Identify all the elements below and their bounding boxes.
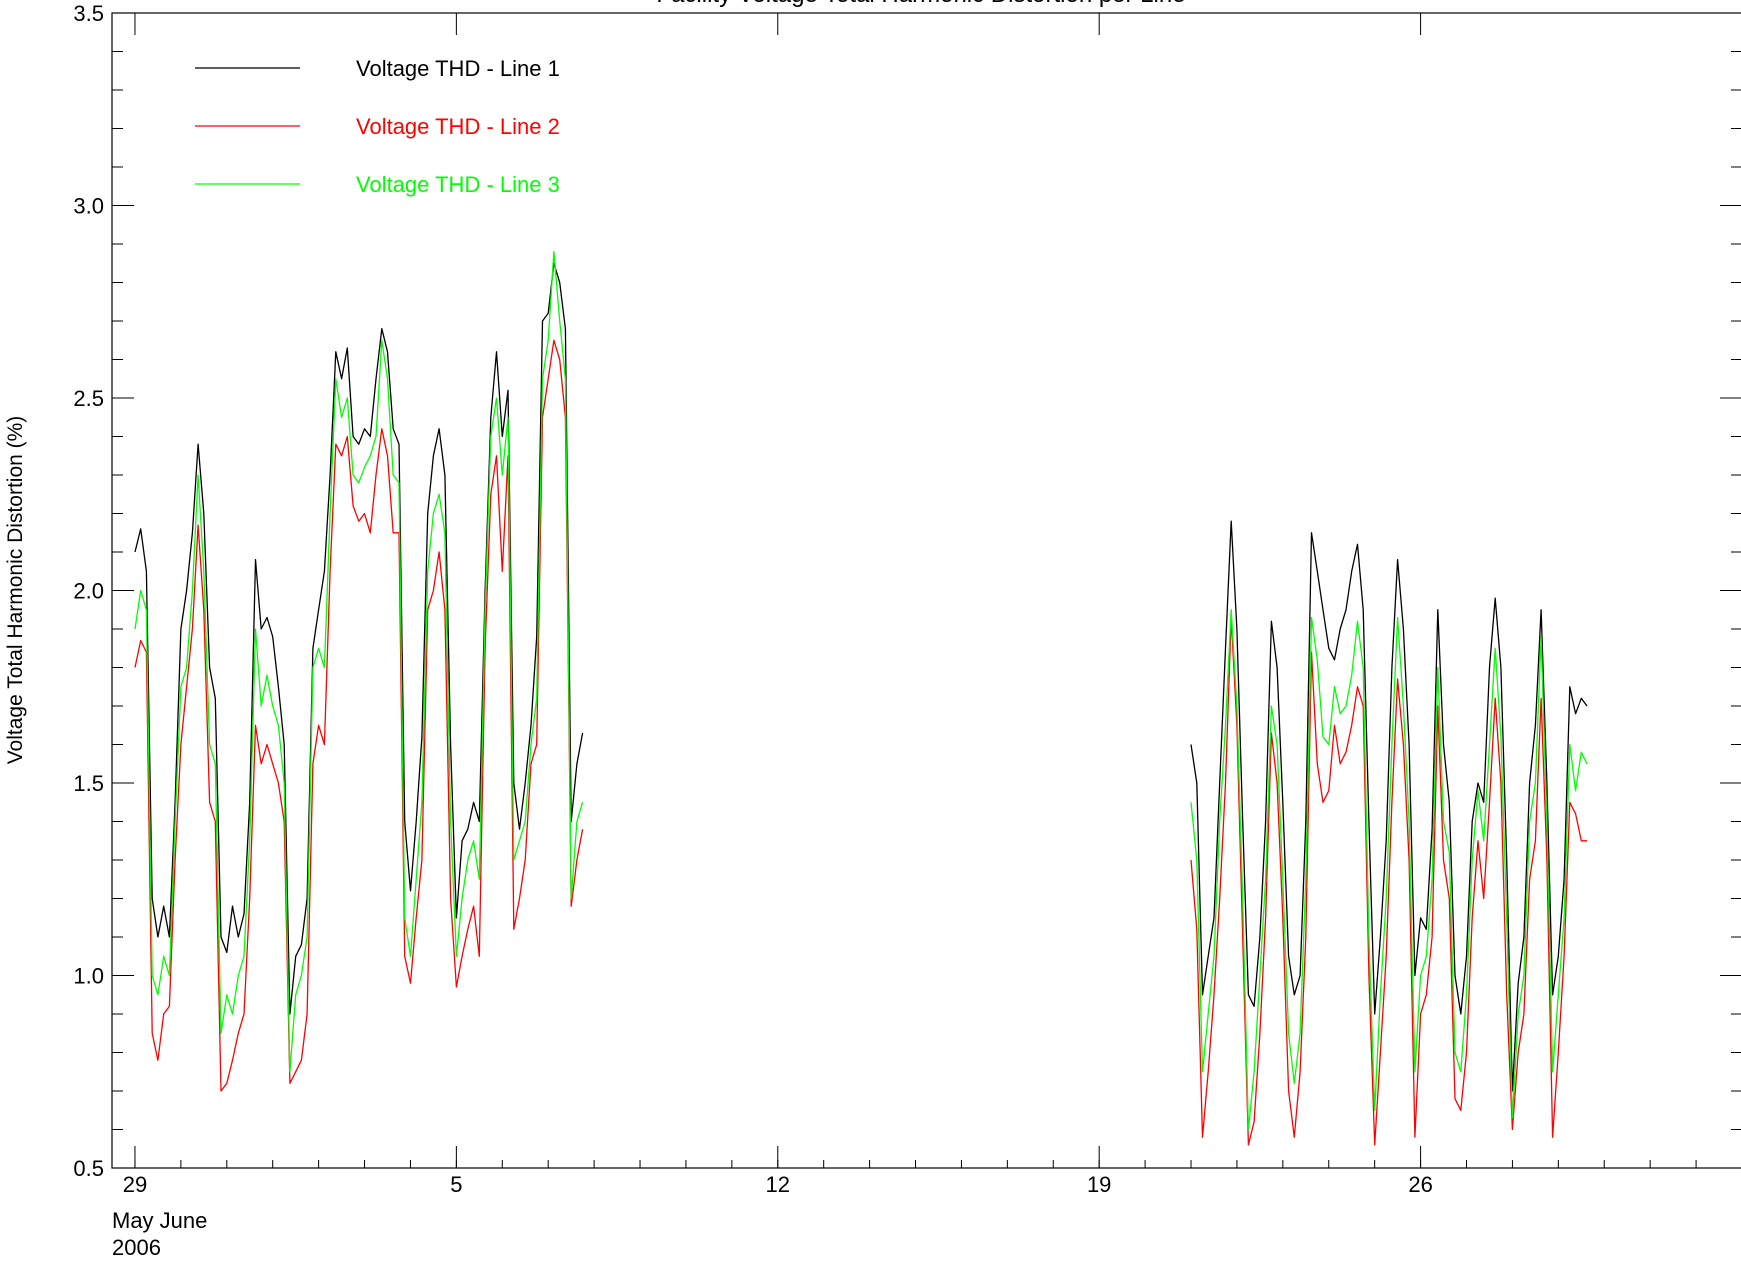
x-tick-label: 5 [450, 1172, 462, 1197]
x-tick-label: 29 [123, 1172, 147, 1197]
y-tick-label: 1.5 [73, 771, 104, 796]
series-line-2 [1190, 616, 1587, 1146]
y-tick-label: 2.5 [73, 386, 104, 411]
x-footer-year: 2006 [112, 1235, 161, 1260]
legend-label-3: Voltage THD - Line 3 [356, 172, 560, 197]
x-tick-label: 19 [1087, 1172, 1111, 1197]
y-tick-label: 2.0 [73, 579, 104, 604]
y-axis-label: Voltage Total Harmonic Distortion (%) [4, 416, 27, 765]
y-tick-label: 3.5 [73, 1, 104, 26]
x-footer-months: May June [112, 1208, 207, 1233]
series-line-1 [134, 262, 584, 1015]
series-line-2 [134, 339, 584, 1092]
series-line-1 [1190, 520, 1588, 1092]
y-axis-ticks: 0.5 1.0 1.5 2.0 2.5 3.0 3.5 [73, 1, 1741, 1181]
series-line-3 [1190, 609, 1588, 1131]
legend-label-1: Voltage THD - Line 1 [356, 56, 560, 81]
x-tick-label: 12 [766, 1172, 790, 1197]
x-axis-ticks: 29 5 12 19 26 [123, 13, 1697, 1197]
legend: Voltage THD - Line 1 Voltage THD - Line 2… [195, 56, 560, 197]
chart-title: Facility Voltage Total Harmonic Distorti… [656, 0, 1185, 8]
y-tick-label: 3.0 [73, 194, 104, 219]
y-tick-label: 0.5 [73, 1156, 104, 1181]
series-line-3 [134, 251, 584, 1073]
series-lines [134, 251, 1588, 1146]
legend-label-2: Voltage THD - Line 2 [356, 114, 560, 139]
y-tick-label: 1.0 [73, 964, 104, 989]
x-tick-label: 26 [1408, 1172, 1432, 1197]
